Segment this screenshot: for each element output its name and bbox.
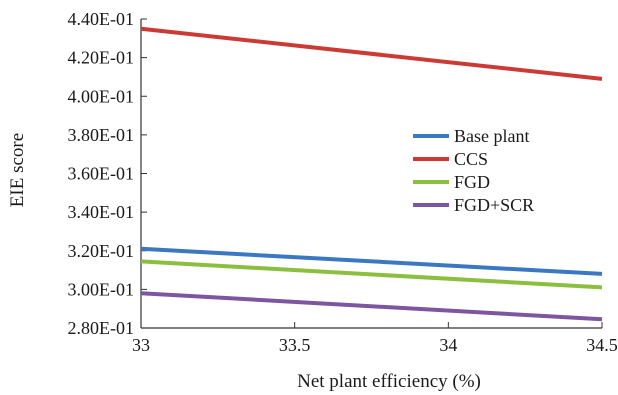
y-tick-label: 3.80E-01 [68, 125, 135, 145]
series-layer [140, 26, 603, 322]
series-line-fgd [140, 259, 603, 290]
legend-label-ccs: CCS [454, 149, 488, 169]
series-line-ccs [140, 26, 603, 81]
series-line-fgd-scr [140, 291, 603, 322]
legend-label-fgd: FGD [454, 172, 490, 192]
y-axis: 2.80E-01 3.00E-01 3.20E-01 3.40E-01 3.60E-01… [68, 9, 147, 338]
y-tick-label: 2.80E-01 [68, 318, 135, 338]
y-tick-label: 4.40E-01 [68, 9, 135, 29]
y-tick-label: 3.40E-01 [68, 202, 135, 222]
legend-label-base-plant: Base plant [454, 126, 529, 146]
x-axis-label: Net plant efficiency (%) [297, 371, 481, 392]
y-tick-label: 4.00E-01 [68, 86, 135, 106]
series-line-base-plant [140, 246, 603, 276]
x-tick-label: 34.5 [586, 335, 618, 355]
x-axis: 33 33.5 34 34.5 [132, 322, 618, 355]
y-axis-label: EIE score [7, 133, 28, 207]
legend: Base plant CCS FGD FGD+SCR [413, 126, 534, 215]
x-tick-label: 33 [132, 335, 150, 355]
x-tick-label: 33.5 [279, 335, 311, 355]
x-tick-label: 34 [439, 335, 457, 355]
legend-label-fgd-scr: FGD+SCR [454, 195, 534, 215]
y-tick-label: 3.60E-01 [68, 164, 135, 184]
y-tick-label: 3.00E-01 [68, 279, 135, 299]
y-tick-label: 4.20E-01 [68, 48, 135, 68]
y-tick-label: 3.20E-01 [68, 241, 135, 261]
